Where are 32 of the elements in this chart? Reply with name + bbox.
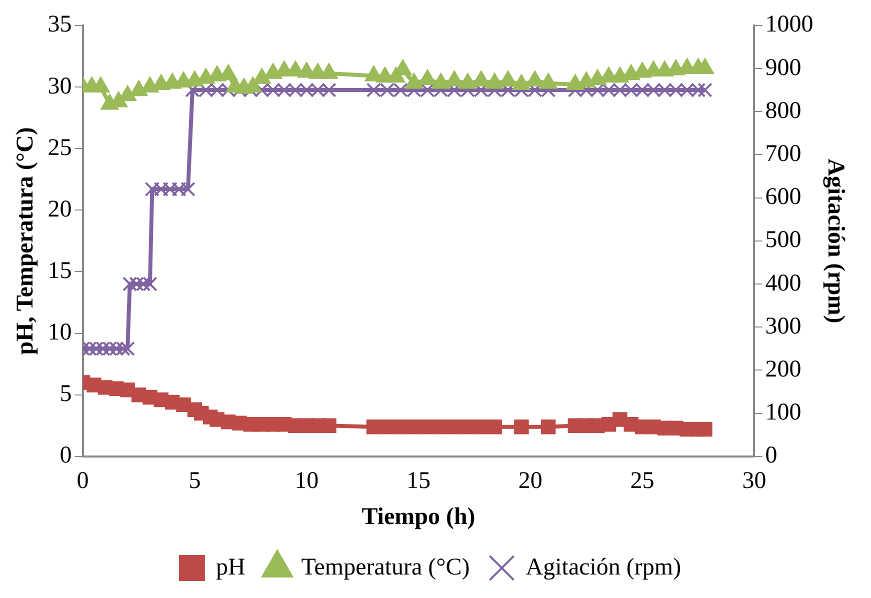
- y2-tick-label: 200: [765, 356, 802, 382]
- y2-tick-label: 700: [765, 140, 802, 167]
- y-tick-label: 15: [48, 258, 72, 284]
- y2-tick-label: 500: [765, 227, 802, 254]
- x-tick-label: 15: [406, 468, 430, 494]
- y2-tick-label: 900: [765, 54, 802, 81]
- x-tick-label: 20: [518, 468, 542, 494]
- y2-axis-title: Agitación (rpm): [822, 158, 848, 324]
- x-axis-title: Tiempo (h): [362, 504, 476, 530]
- y-tick-label: 25: [48, 134, 72, 161]
- y-tick-label: 30: [48, 73, 72, 100]
- y2-tick-label: 400: [765, 270, 802, 296]
- y-tick-label: 5: [60, 381, 72, 408]
- y2-tick-label: 300: [765, 313, 802, 340]
- legend-label: Temperatura (°C): [301, 554, 470, 580]
- y-tick-label: 0: [60, 442, 72, 469]
- y2-tick-label: 800: [765, 98, 802, 124]
- y2-tick-label: 600: [765, 184, 802, 210]
- y2-tick-label: 0: [765, 442, 778, 469]
- y-tick-label: 35: [48, 12, 72, 38]
- y2-tick-label: 1000: [765, 12, 814, 38]
- x-tick-label: 30: [742, 468, 766, 494]
- x-tick-label: 0: [76, 468, 89, 494]
- x-tick-label: 25: [630, 468, 654, 494]
- legend-label: Agitación (rpm): [526, 554, 682, 580]
- y-axis-title: pH, Temperatura (°C): [12, 127, 39, 355]
- legend-label: pH: [216, 554, 246, 580]
- y2-tick-label: 100: [765, 400, 802, 426]
- y-tick-label: 20: [48, 196, 72, 222]
- y-tick-label: 10: [48, 320, 72, 346]
- x-tick-label: 5: [188, 468, 201, 494]
- x-tick-label: 10: [294, 468, 319, 494]
